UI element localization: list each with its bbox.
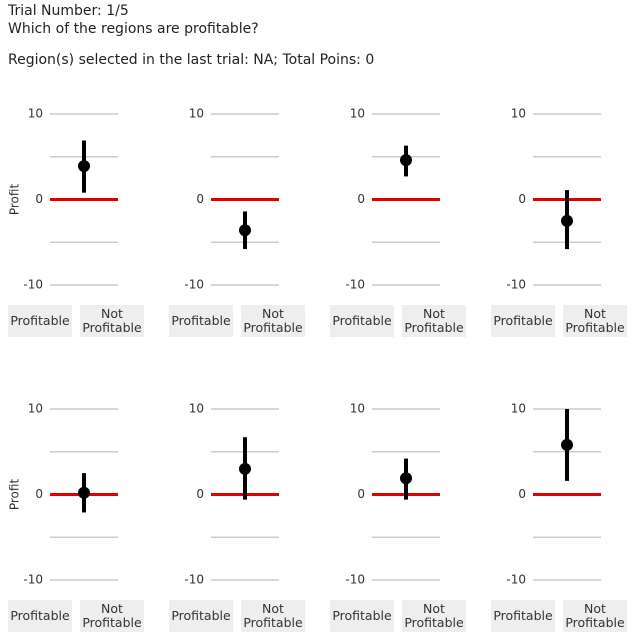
- y-tick-label: 0: [518, 487, 526, 501]
- y-axis-label: Profit: [8, 184, 22, 216]
- y-tick-label: 0: [357, 192, 365, 206]
- y-tick-label: 10: [28, 107, 43, 121]
- point: [561, 438, 573, 451]
- answer-button[interactable]: Not Profitable: [241, 600, 305, 632]
- point: [239, 224, 251, 237]
- point: [561, 214, 573, 227]
- answer-button[interactable]: Not Profitable: [241, 305, 305, 337]
- answer-button[interactable]: Not Profitable: [563, 600, 627, 632]
- answer-button[interactable]: Profitable: [491, 600, 555, 632]
- answer-button[interactable]: Not Profitable: [563, 305, 627, 337]
- y-tick-label: 0: [357, 487, 365, 501]
- y-tick-label: -10: [506, 278, 526, 292]
- answer-button[interactable]: Profitable: [491, 305, 555, 337]
- point: [78, 486, 90, 499]
- question: Which of the regions are profitable?: [8, 21, 259, 37]
- answer-button[interactable]: Not Profitable: [80, 600, 144, 632]
- answer-button[interactable]: Profitable: [169, 305, 233, 337]
- y-tick-label: 10: [189, 402, 204, 416]
- y-tick-label: 10: [28, 402, 43, 416]
- answer-button[interactable]: Profitable: [330, 305, 394, 337]
- point: [78, 160, 90, 173]
- y-tick-label: -10: [506, 573, 526, 587]
- answer-button[interactable]: Profitable: [8, 600, 72, 632]
- y-tick-label: -10: [345, 278, 365, 292]
- answer-button[interactable]: Profitable: [330, 600, 394, 632]
- y-tick-label: 0: [518, 192, 526, 206]
- y-tick-label: -10: [345, 573, 365, 587]
- y-tick-label: 10: [350, 402, 365, 416]
- y-tick-label: -10: [184, 278, 204, 292]
- y-tick-label: 10: [189, 107, 204, 121]
- y-tick-label: 0: [196, 487, 204, 501]
- y-axis-label: Profit: [8, 479, 22, 511]
- y-tick-label: 0: [35, 487, 43, 501]
- point: [400, 154, 412, 167]
- y-tick-label: 0: [35, 192, 43, 206]
- y-tick-label: 10: [350, 107, 365, 121]
- y-tick-label: -10: [184, 573, 204, 587]
- y-tick-label: 0: [196, 192, 204, 206]
- answer-button[interactable]: Profitable: [169, 600, 233, 632]
- point: [400, 472, 412, 485]
- point: [239, 462, 251, 475]
- y-tick-label: -10: [23, 278, 43, 292]
- answer-button[interactable]: Not Profitable: [402, 305, 466, 337]
- y-tick-label: 10: [511, 107, 526, 121]
- y-tick-label: -10: [23, 573, 43, 587]
- answer-button[interactable]: Not Profitable: [80, 305, 144, 337]
- answer-button[interactable]: Not Profitable: [402, 600, 466, 632]
- status: Region(s) selected in the last trial: NA…: [8, 52, 375, 68]
- answer-button[interactable]: Profitable: [8, 305, 72, 337]
- trial-number: Trial Number: 1/5: [8, 3, 129, 19]
- y-tick-label: 10: [511, 402, 526, 416]
